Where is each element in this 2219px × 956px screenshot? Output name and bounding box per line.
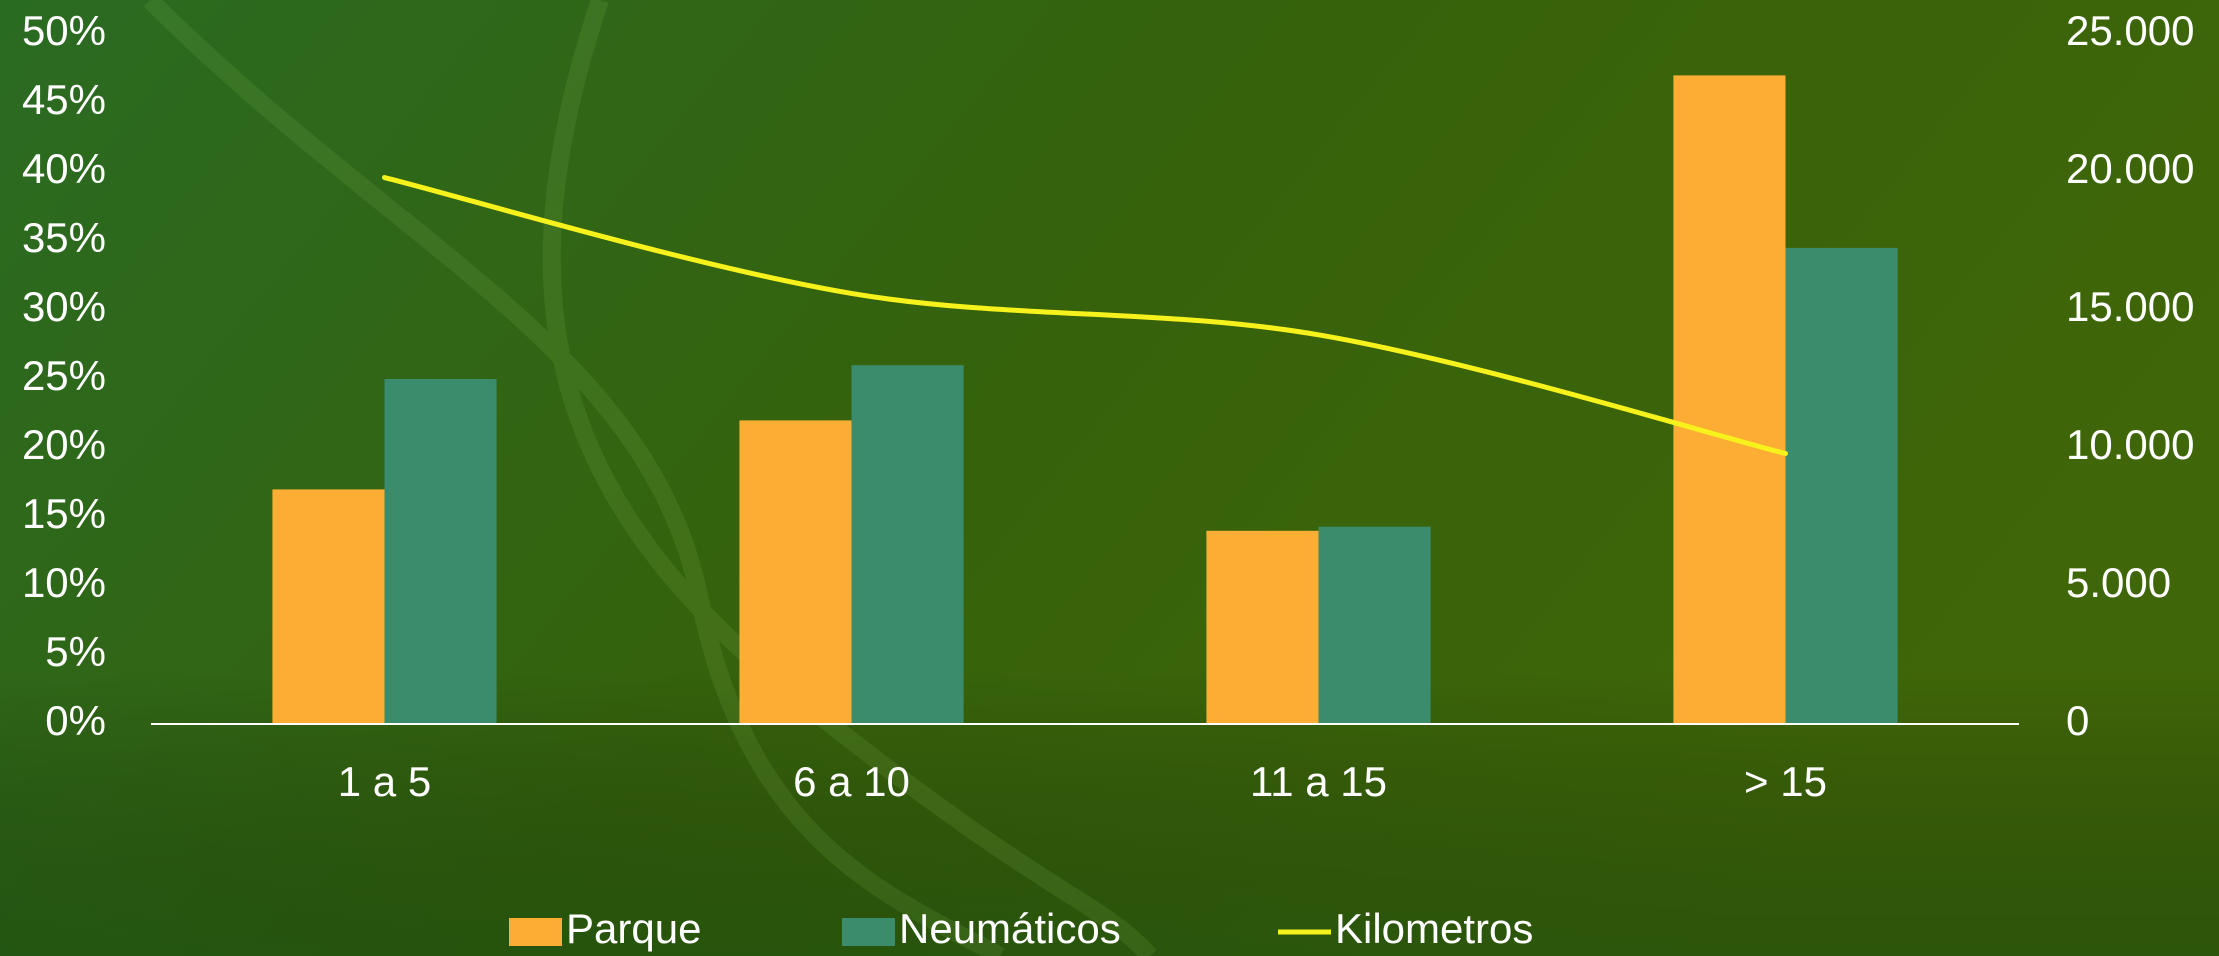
y-tick-label: 45%	[22, 76, 106, 123]
y-tick-label: 50%	[22, 7, 106, 54]
legend-label: Parque	[566, 905, 701, 952]
bar	[384, 379, 497, 724]
y-tick-label: 35%	[22, 214, 106, 261]
y2-tick-label: 10.000	[2066, 421, 2194, 468]
legend-swatch	[509, 918, 562, 946]
x-tick-label: 1 a 5	[338, 758, 431, 805]
bar	[851, 365, 964, 724]
background-decoration	[143, 0, 1157, 956]
y2-tick-label: 25.000	[2066, 7, 2194, 54]
bar	[1785, 247, 1898, 724]
bar	[1318, 526, 1431, 724]
y2-tick-label: 5.000	[2066, 559, 2171, 606]
y-tick-label: 0%	[45, 697, 106, 744]
bar	[739, 420, 852, 724]
y-tick-label: 25%	[22, 352, 106, 399]
x-tick-label: 11 a 15	[1250, 758, 1387, 805]
bar	[272, 489, 385, 724]
y-tick-label: 20%	[22, 421, 106, 468]
x-tick-label: 6 a 10	[793, 758, 910, 805]
y2-tick-label: 15.000	[2066, 283, 2194, 330]
legend-swatch	[842, 918, 895, 946]
line-series	[382, 175, 1788, 457]
y2-tick-label: 20.000	[2066, 145, 2194, 192]
bar	[1673, 75, 1786, 724]
y-tick-label: 10%	[22, 559, 106, 606]
y-tick-label: 40%	[22, 145, 106, 192]
y2-tick-label: 0	[2066, 697, 2089, 744]
legend-label: Neumáticos	[899, 905, 1121, 952]
x-tick-label: > 15	[1744, 758, 1827, 805]
y-tick-label: 5%	[45, 628, 106, 675]
y-tick-label: 15%	[22, 490, 106, 537]
y-tick-label: 30%	[22, 283, 106, 330]
legend-label: Kilometros	[1335, 905, 1533, 952]
plot-area: 0% 5% 10% 15% 20% 25% 30% 35% 40% 45% 50% 0 5.000 10.…	[22, 7, 2195, 952]
bar	[1206, 530, 1319, 724]
